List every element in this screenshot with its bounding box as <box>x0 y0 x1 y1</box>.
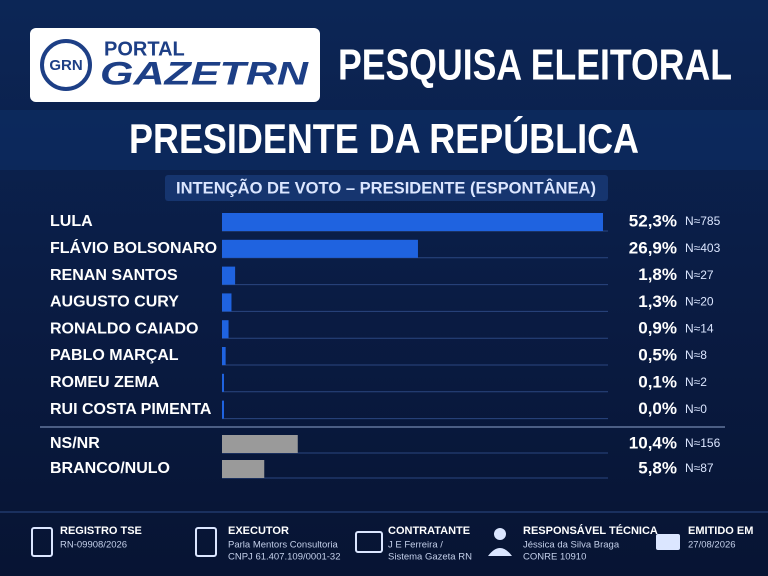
value-label: 0,9% <box>638 319 677 338</box>
main-title: PESQUISA ELEITORAL <box>338 41 732 90</box>
value-label: 0,5% <box>638 345 677 364</box>
footer-line: 27/08/2026 <box>688 540 736 551</box>
icon-certificate <box>31 527 53 557</box>
category-label: FLÁVIO BOLSONARO <box>50 238 217 257</box>
footer-line: CONRE 10910 <box>523 552 586 563</box>
n-label: N≈20 <box>685 295 714 309</box>
category-label: RUI COSTA PIMENTA <box>50 401 212 418</box>
n-label: N≈14 <box>685 321 714 335</box>
icon-printer <box>656 534 680 550</box>
category-label: LULA <box>50 213 93 230</box>
subtitle: PRESIDENTE DA REPÚBLICA <box>129 114 639 162</box>
bar <box>222 460 265 478</box>
n-label: N≈0 <box>685 402 707 416</box>
n-label: N≈8 <box>685 348 707 362</box>
logo-top: PORTAL <box>104 38 185 60</box>
footer-title: EMITIDO EM <box>688 525 753 537</box>
n-label: N≈156 <box>685 436 721 450</box>
bar <box>222 293 232 312</box>
value-label: 52,3% <box>629 211 677 230</box>
footer-line: CNPJ 61.407.109/0001-32 <box>228 552 341 563</box>
footer-title: CONTRATANTE <box>388 525 470 537</box>
n-label: N≈785 <box>685 214 721 228</box>
n-label: N≈87 <box>685 461 714 475</box>
footer-title: REGISTRO TSE <box>60 525 142 537</box>
value-label: 1,8% <box>638 265 677 284</box>
icon-document <box>195 527 217 557</box>
bar <box>222 213 603 231</box>
footer-title: RESPONSÁVEL TÉCNICA <box>523 524 658 537</box>
footer-line: Parla Mentors Consultoria <box>228 540 339 551</box>
bar <box>222 400 224 419</box>
category-label: ROMEU ZEMA <box>50 374 160 391</box>
bar <box>222 239 418 258</box>
bar <box>222 266 236 285</box>
logo-badge: GRN <box>49 57 82 74</box>
footer-icons <box>31 527 680 557</box>
category-label: PABLO MARÇAL <box>50 347 179 364</box>
footer-title: EXECUTOR <box>228 525 289 537</box>
value-label: 5,8% <box>638 458 677 477</box>
category-label: NS/NR <box>50 435 100 452</box>
category-label: AUGUSTO CURY <box>50 294 179 311</box>
logo-bottom: GAZETRN <box>100 55 309 91</box>
bar <box>222 320 229 339</box>
chart-title: INTENÇÃO DE VOTO – PRESIDENTE (ESPONTÂNE… <box>176 177 596 197</box>
icon-briefcase <box>355 531 383 553</box>
value-label: 0,0% <box>638 399 677 418</box>
value-label: 0,1% <box>638 372 677 391</box>
logo-ring <box>40 39 92 91</box>
icon-person-body <box>488 548 512 556</box>
n-label: N≈403 <box>685 241 721 255</box>
footer-line: J E Ferreira / <box>388 540 443 551</box>
value-label: 26,9% <box>629 238 677 257</box>
footer-line: Jéssica da Silva Braga <box>523 540 620 551</box>
subtitle-band <box>0 110 768 170</box>
bar <box>222 347 226 365</box>
logo-box <box>30 28 320 102</box>
footer-line: RN-09908/2026 <box>60 540 127 551</box>
value-label: 10,4% <box>629 433 677 452</box>
value-label: 1,3% <box>638 292 677 311</box>
n-label: N≈27 <box>685 268 714 282</box>
chart-title-band <box>165 175 608 201</box>
category-label: BRANCO/NULO <box>50 460 170 477</box>
bar <box>222 373 224 392</box>
category-label: RONALDO CAIADO <box>50 320 198 337</box>
category-label: RENAN SANTOS <box>50 267 178 284</box>
icon-person-head <box>494 528 506 540</box>
footer-line: Sistema Gazeta RN <box>388 552 472 563</box>
bar <box>222 435 298 453</box>
n-label: N≈2 <box>685 375 707 389</box>
